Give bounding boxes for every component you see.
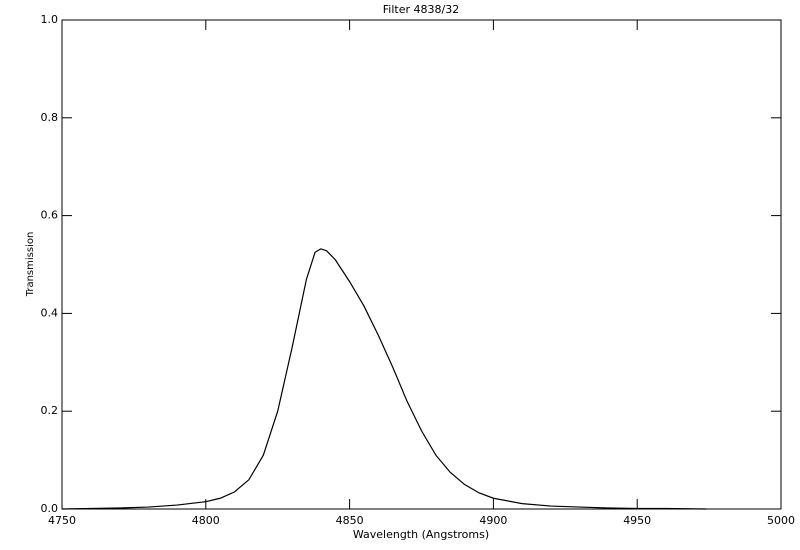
chart-title: Filter 4838/32 [383,3,459,16]
y-tick-label: 0.0 [41,502,59,515]
y-tick-label: 0.8 [41,111,59,124]
y-tick-label: 0.4 [41,306,59,319]
y-tick-label: 1.0 [41,13,59,26]
plot-frame [61,19,782,510]
x-tick-label: 4950 [623,514,651,527]
y-tick-label: 0.2 [41,404,59,417]
x-tick-label: 4800 [192,514,220,527]
line-series [61,248,707,510]
x-tick-label: 4750 [48,514,76,527]
x-tick-label: 5000 [767,514,795,527]
x-tick-label: 4900 [479,514,507,527]
y-tick-label: 0.6 [41,209,59,222]
x-axis-label: Wavelength (Angstroms) [353,528,489,541]
x-tick-label: 4850 [336,514,364,527]
y-axis-label: Transmission [25,232,36,298]
